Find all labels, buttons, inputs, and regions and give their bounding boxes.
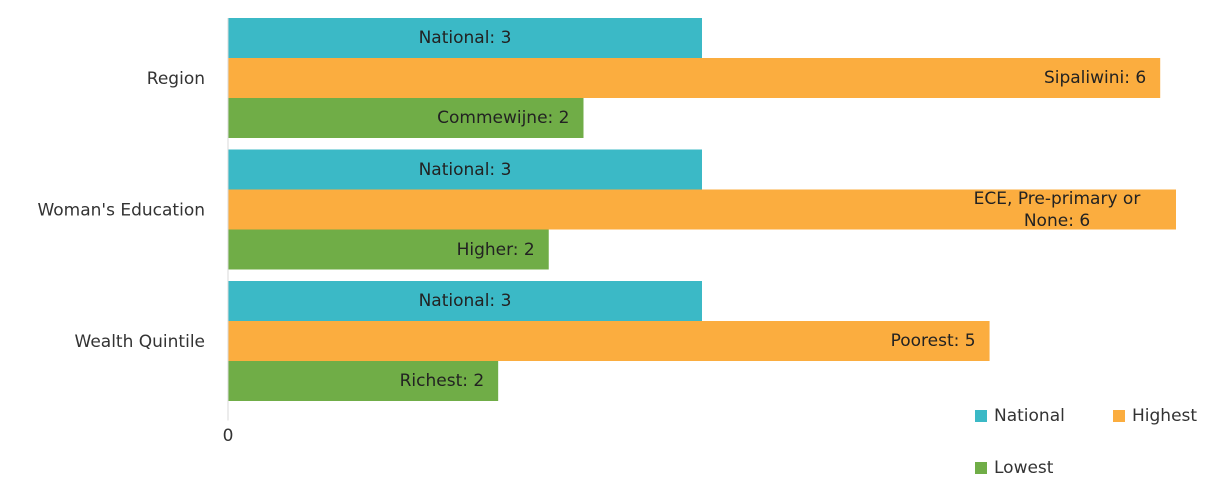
bar	[228, 58, 1161, 98]
value-label: Higher: 2	[457, 230, 535, 270]
value-label: National: 3	[228, 150, 702, 190]
value-label-text: Sipaliwini: 6	[1043, 68, 1147, 88]
value-label-text: Poorest: 5	[890, 331, 976, 351]
value-label-text: National: 3	[418, 159, 512, 180]
y-tick-label: Wealth Quintile	[75, 332, 205, 352]
value-label: Richest: 2	[400, 361, 485, 401]
bar	[228, 18, 702, 58]
value-label: National: 3	[228, 281, 702, 321]
legend-swatch	[975, 410, 987, 422]
legend-label: Highest	[1132, 406, 1197, 426]
legend-swatch	[1113, 410, 1125, 422]
bar	[228, 229, 549, 270]
bar	[228, 98, 584, 138]
bar	[228, 149, 702, 190]
value-label-text: Higher: 2	[456, 239, 535, 260]
legend-label: Lowest	[994, 458, 1054, 478]
y-tick-label: Woman's Education	[37, 200, 205, 220]
bar	[228, 361, 499, 401]
value-label-text: National: 3	[418, 291, 512, 311]
bar	[228, 321, 990, 361]
value-label: ECE, Pre-primary or None: 6	[952, 188, 1162, 231]
x-tick-label: 0	[223, 426, 234, 446]
y-tick-label: Region	[147, 69, 205, 89]
value-label-text: Commewijne: 2	[437, 108, 570, 128]
bar	[228, 281, 702, 321]
value-label-text: Richest: 2	[399, 371, 485, 391]
value-label: Poorest: 5	[891, 321, 976, 361]
value-label-text: ECE, Pre-primary or None: 6	[973, 188, 1141, 231]
legend-label: National	[994, 406, 1065, 426]
bar	[228, 189, 1176, 230]
value-label: Commewijne: 2	[437, 98, 569, 138]
value-label-text: National: 3	[418, 28, 512, 48]
value-label: Sipaliwini: 6	[1044, 58, 1146, 98]
value-label: National: 3	[228, 18, 702, 58]
legend-swatch	[975, 462, 987, 474]
